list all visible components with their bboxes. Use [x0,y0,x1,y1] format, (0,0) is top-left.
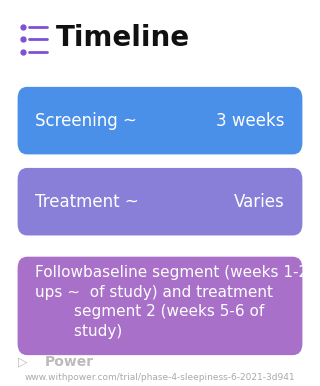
Text: www.withpower.com/trial/phase-4-sleepiness-6-2021-3d941: www.withpower.com/trial/phase-4-sleepine… [25,373,295,382]
Text: ▷: ▷ [18,356,27,369]
Text: 3 weeks: 3 weeks [216,112,285,130]
FancyBboxPatch shape [18,168,302,235]
Text: Varies: Varies [234,193,285,211]
FancyBboxPatch shape [18,87,302,154]
Text: Treatment ~: Treatment ~ [35,193,139,211]
FancyBboxPatch shape [18,257,302,355]
Text: Timeline: Timeline [56,24,190,52]
Text: Screening ~: Screening ~ [35,112,137,130]
Text: Power: Power [45,355,94,369]
Text: Followbaseline segment (weeks 1-2
ups ~  of study) and treatment
        segment: Followbaseline segment (weeks 1-2 ups ~ … [35,265,308,339]
